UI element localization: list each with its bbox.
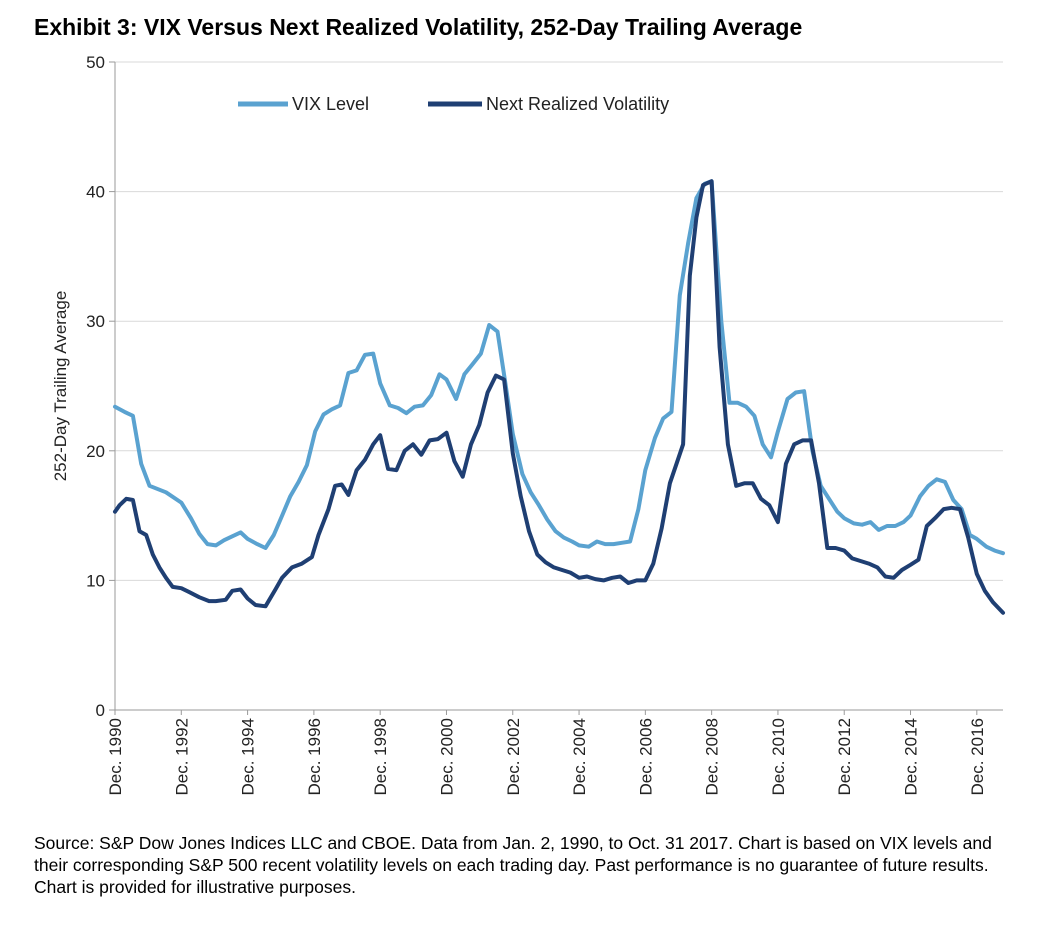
series-line-vix-level: [113, 179, 1005, 556]
chart-title: Exhibit 3: VIX Versus Next Realized Vola…: [34, 14, 803, 40]
x-tick-label: Dec. 2014: [902, 718, 921, 796]
x-tick-label: Dec. 1992: [172, 718, 191, 796]
x-tick-label: Dec. 2010: [769, 718, 788, 796]
series-line-next-realized-volatility: [113, 179, 1005, 615]
x-tick-label: Dec. 2016: [968, 718, 987, 796]
y-tick-label: 40: [86, 183, 105, 202]
y-tick-label: 0: [96, 701, 105, 720]
y-tick-label: 50: [86, 53, 105, 72]
axes: [114, 62, 1003, 711]
y-tick-label: 10: [86, 571, 105, 590]
x-tick-label: Dec. 1996: [305, 718, 324, 796]
x-tick-label: Dec. 2002: [504, 718, 523, 796]
y-tick-label: 30: [86, 312, 105, 331]
y-axis-label: 252-Day Trailing Average: [51, 291, 70, 482]
y-tick-label: 20: [86, 442, 105, 461]
legend-label-vix-level: VIX Level: [292, 94, 369, 114]
x-tick-label: Dec. 2012: [835, 718, 854, 796]
legend-label-next-realized-volatility: Next Realized Volatility: [486, 94, 669, 114]
legend: VIX Level Next Realized Volatility: [238, 94, 669, 114]
source-note: Source: S&P Dow Jones Indices LLC and CB…: [34, 833, 992, 897]
y-tick-labels: 0 10 20 30 40 50: [86, 53, 115, 720]
x-tick-label: Dec. 2000: [437, 718, 456, 796]
x-tick-label: Dec. 2004: [570, 718, 589, 796]
x-tick-label: Dec. 1994: [239, 718, 258, 796]
x-tick-label: Dec. 2008: [703, 718, 722, 796]
series-lines: [113, 179, 1005, 615]
x-tick-label: Dec. 2006: [636, 718, 655, 796]
gridlines: [115, 61, 1003, 581]
x-tick-label: Dec. 1990: [106, 718, 125, 796]
x-tick-labels: Dec. 1990 Dec. 1992 Dec. 1994 Dec. 1996 Dec.…: [106, 710, 987, 796]
x-tick-label: Dec. 1998: [371, 718, 390, 796]
